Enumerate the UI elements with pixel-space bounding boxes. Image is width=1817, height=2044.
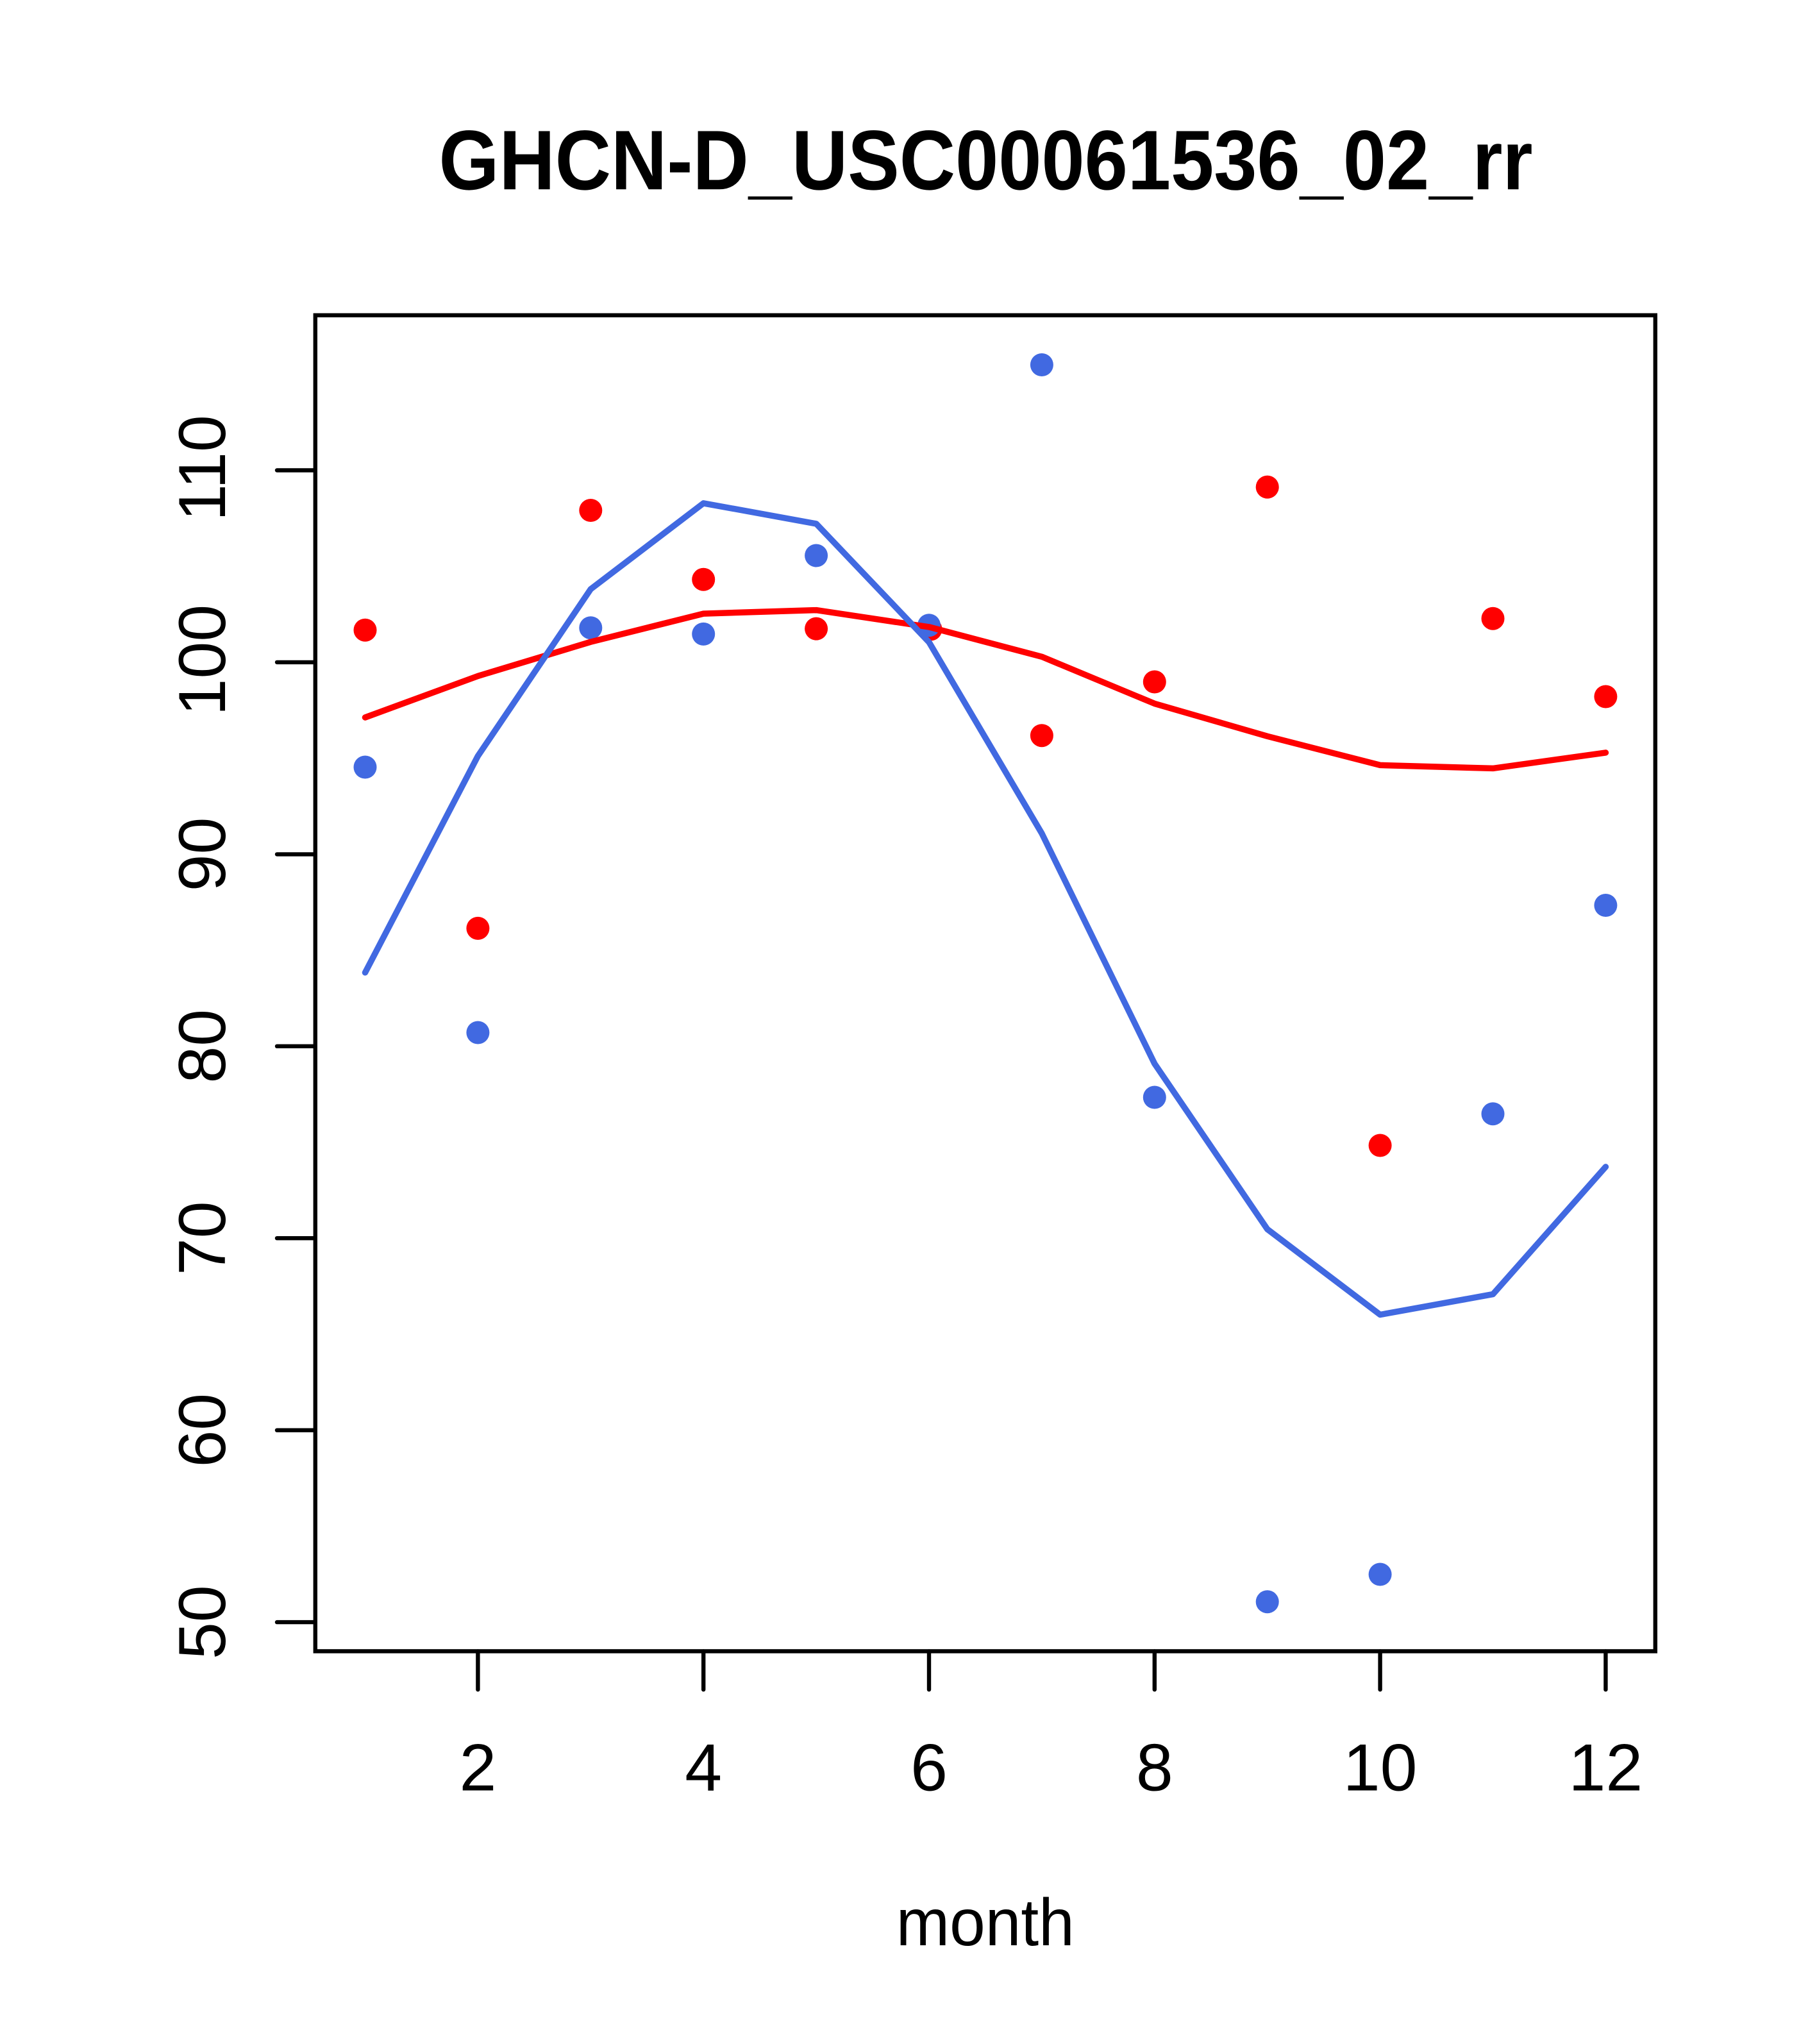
svg-text:12: 12 bbox=[1569, 1731, 1643, 1805]
svg-text:month: month bbox=[896, 1886, 1075, 1960]
svg-text:10: 10 bbox=[1343, 1731, 1418, 1805]
svg-text:60: 60 bbox=[165, 1393, 240, 1468]
svg-text:4: 4 bbox=[685, 1731, 722, 1805]
svg-text:90: 90 bbox=[165, 817, 240, 892]
svg-text:8: 8 bbox=[1136, 1731, 1173, 1805]
svg-text:80: 80 bbox=[165, 1009, 240, 1084]
svg-text:6: 6 bbox=[910, 1731, 948, 1805]
svg-text:110: 110 bbox=[165, 415, 240, 521]
svg-text:50: 50 bbox=[165, 1585, 240, 1659]
svg-text:2: 2 bbox=[459, 1731, 496, 1805]
svg-text:70: 70 bbox=[165, 1201, 240, 1275]
svg-text:GHCN-D_USC00061536_02_rr: GHCN-D_USC00061536_02_rr bbox=[439, 113, 1533, 207]
svg-text:100: 100 bbox=[165, 605, 240, 716]
